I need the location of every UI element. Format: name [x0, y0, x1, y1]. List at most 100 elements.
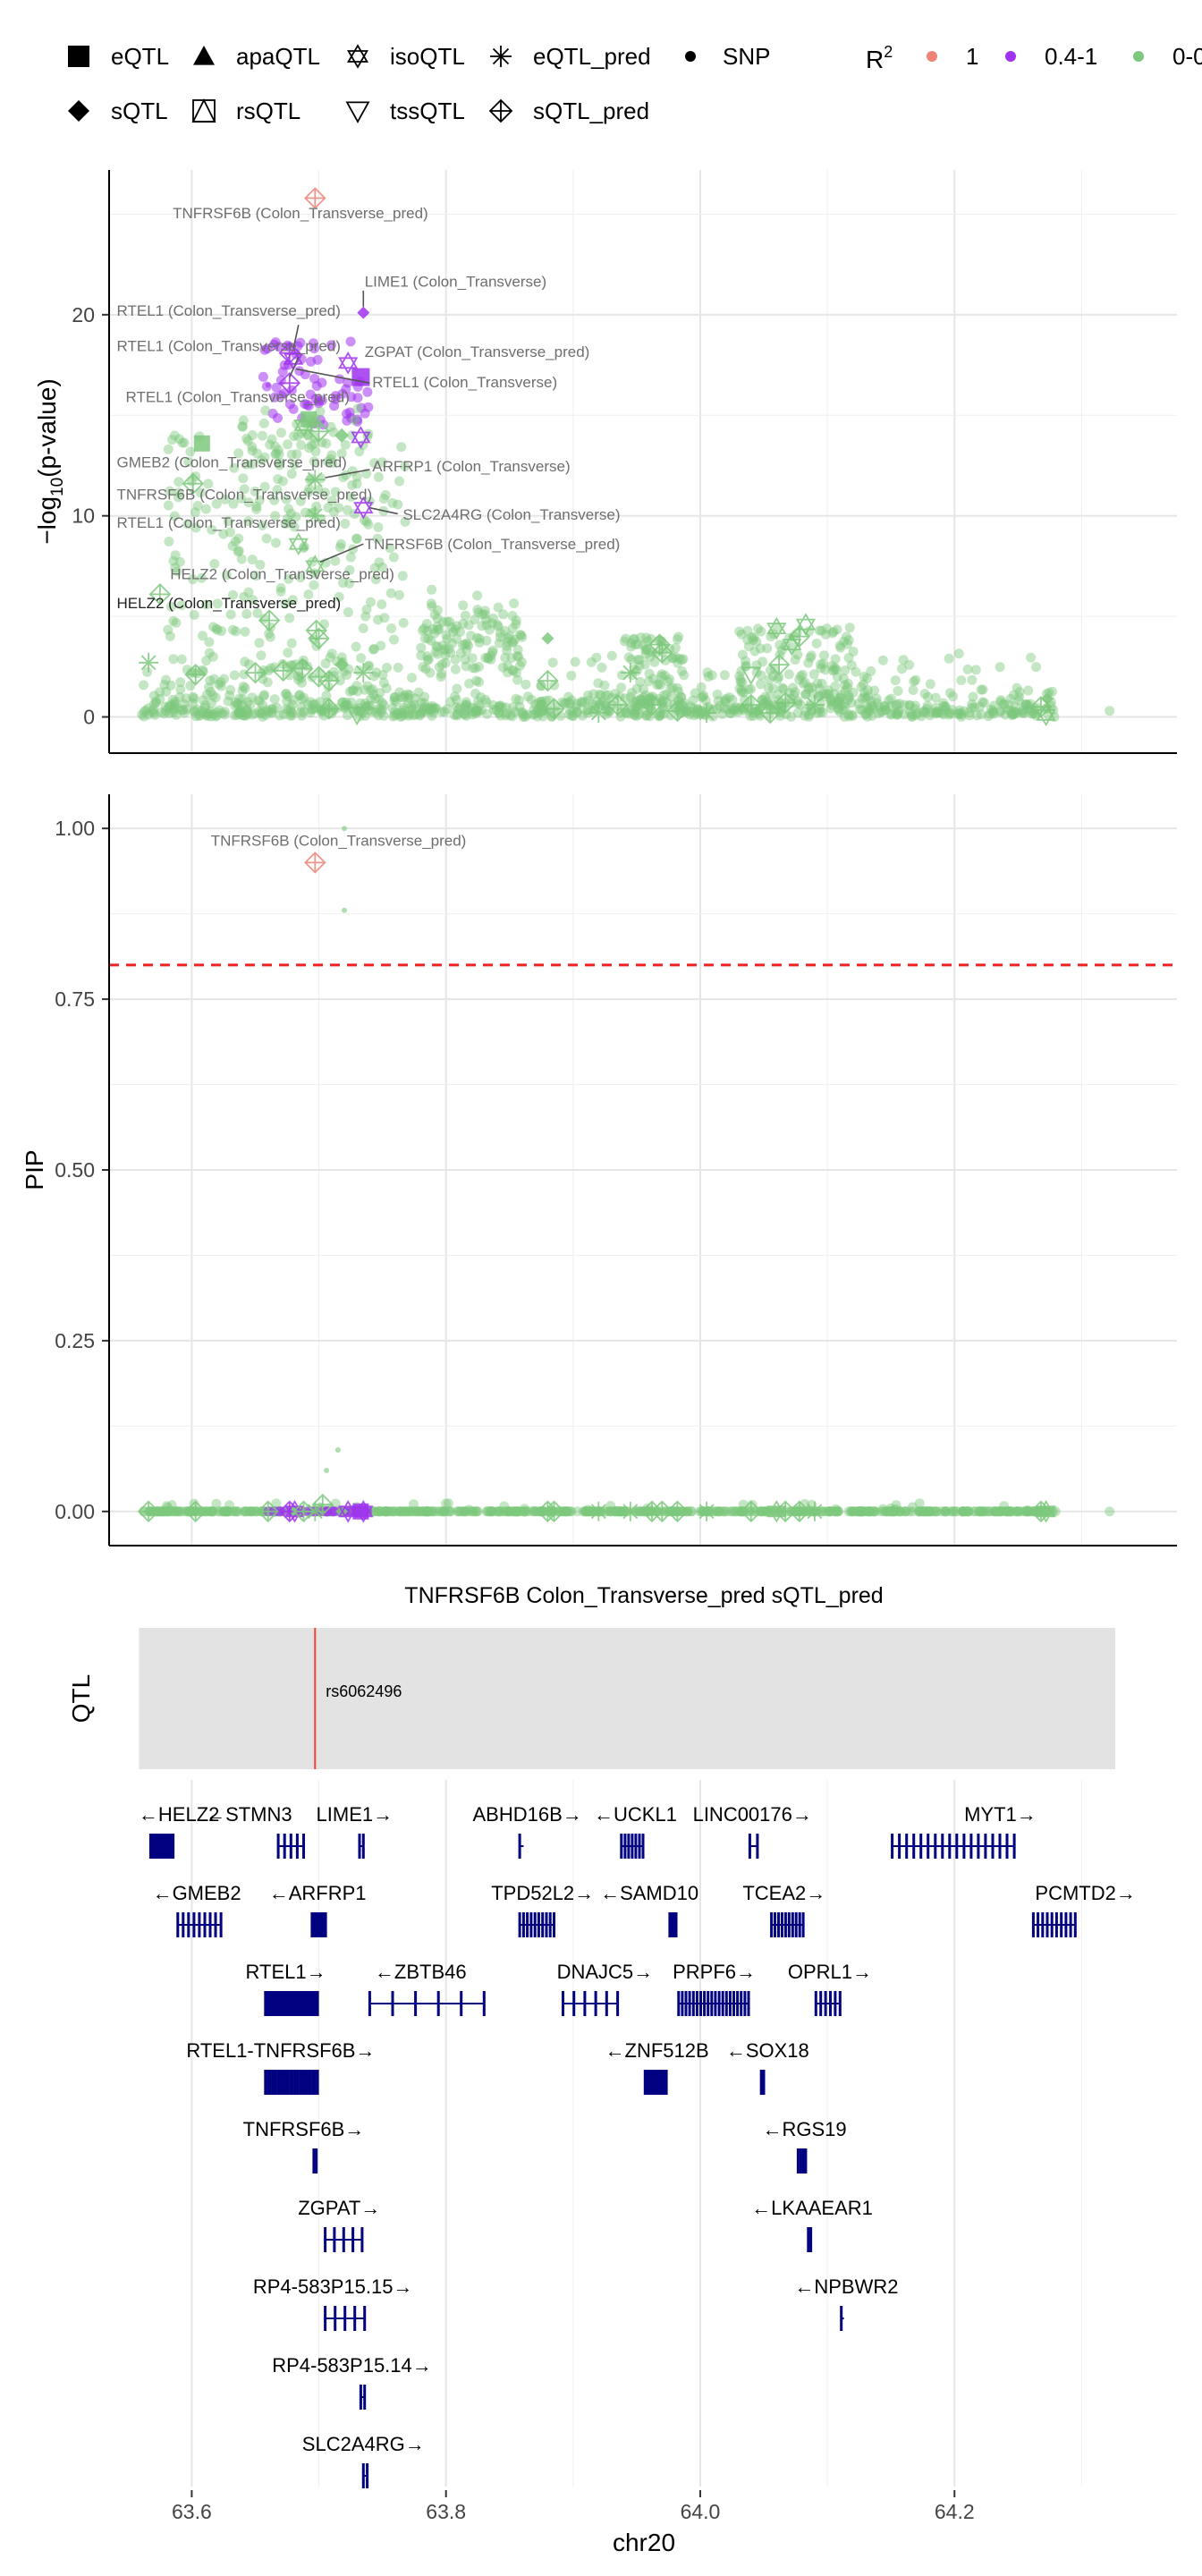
- snp-dot: [956, 709, 967, 720]
- snp-dot: [458, 708, 469, 719]
- legend-r2-item: 1: [927, 43, 978, 70]
- snp-dot: [861, 701, 872, 712]
- snp-dot: [892, 709, 902, 720]
- qtl-point-square: [351, 368, 370, 386]
- gene-model: ←LKAAEAR1: [751, 2197, 873, 2252]
- snp-dot: [840, 685, 851, 696]
- snp-dot: [189, 706, 199, 716]
- snp-dot: [848, 647, 859, 657]
- snp-dot: [375, 703, 385, 714]
- snp-dot: [834, 640, 845, 651]
- snp-dot: [165, 601, 176, 612]
- qtl-point-asterisk-spoke: [307, 508, 323, 524]
- snp-dot: [978, 684, 988, 695]
- snp-dot: [528, 709, 538, 720]
- snp-dot: [409, 699, 419, 710]
- snp-dot: [969, 1506, 979, 1517]
- qtl-point-dot: [334, 1447, 341, 1453]
- snp-dot: [812, 678, 823, 689]
- snp-dot: [416, 642, 427, 653]
- snp-dot: [509, 598, 520, 609]
- gene-exon: [187, 1912, 190, 1937]
- snp-dot: [1007, 1506, 1018, 1517]
- snp-dot: [424, 704, 435, 715]
- snp-dot: [385, 543, 395, 554]
- legend-item-eqtl: eQTL: [68, 43, 169, 70]
- snp-dot: [378, 1506, 389, 1517]
- qtl-point-star-of-david: [351, 426, 371, 449]
- snp-dot: [833, 696, 843, 707]
- snp-dot: [564, 697, 575, 708]
- snp-dot: [954, 705, 965, 716]
- snp-dot: [735, 1506, 745, 1517]
- snp-dot: [229, 710, 240, 721]
- snp-dot: [461, 638, 472, 648]
- gene-exon: [198, 1912, 201, 1937]
- legend-item-eqtl-pred: eQTL_pred: [490, 43, 651, 70]
- snp-dot: [378, 494, 389, 504]
- qtl-point-star-of-david-down: [288, 538, 309, 555]
- snp-dot: [825, 1506, 835, 1517]
- snp-dot: [351, 479, 362, 489]
- gene-exon: [268, 2070, 272, 2095]
- snp-dot: [631, 700, 642, 711]
- snp-dot: [289, 459, 300, 470]
- snp-dot: [634, 655, 645, 665]
- snp-dot: [1022, 1506, 1033, 1517]
- snp-dot: [698, 691, 708, 702]
- gene-exon: [266, 1991, 269, 2016]
- snp-dot: [716, 1506, 727, 1517]
- gene-exon: [623, 1834, 627, 1859]
- gene-exon: [324, 2306, 327, 2331]
- gene-exon: [316, 2070, 319, 2095]
- snp-dot: [201, 690, 212, 700]
- snp-dot: [421, 703, 432, 714]
- gene-exon: [293, 1991, 297, 2016]
- snp-dot: [522, 709, 532, 720]
- snp-dot: [139, 707, 149, 717]
- snp-dot: [287, 595, 298, 606]
- snp-dot: [179, 699, 190, 709]
- snp-dot: [534, 708, 545, 717]
- snp-dot: [296, 707, 307, 717]
- gene-exon: [271, 2070, 275, 2095]
- snp-dot: [421, 1506, 432, 1517]
- snp-dot: [480, 614, 491, 625]
- snp-dot: [334, 374, 345, 385]
- snp-dot: [1003, 699, 1014, 710]
- snp-dot: [876, 1506, 886, 1517]
- snp-dot: [394, 1506, 405, 1517]
- snp-dot: [790, 655, 800, 665]
- snp-dot: [756, 626, 766, 637]
- snp-dot: [792, 649, 803, 660]
- gene-exon: [620, 1834, 623, 1859]
- snp-dot: [284, 399, 295, 410]
- snp-dot: [749, 646, 760, 657]
- snp-dot: [381, 683, 392, 693]
- snp-dot: [389, 710, 400, 721]
- point-label: LIME1 (Colon_Transverse): [365, 273, 546, 290]
- snp-dot: [940, 1506, 951, 1517]
- snp-dot: [1004, 1506, 1015, 1517]
- qtl-point-star-of-david-down: [766, 623, 787, 640]
- snp-dot: [407, 704, 418, 715]
- snp-dot: [162, 1501, 172, 1512]
- gene-exon: [363, 2306, 367, 2331]
- snp-dot: [846, 709, 857, 720]
- snp-dot: [241, 1506, 252, 1517]
- snp-dot: [289, 431, 299, 442]
- snp-dot: [848, 687, 859, 698]
- snp-dot: [202, 1506, 213, 1517]
- gene-exon: [276, 1834, 280, 1859]
- snp-dot: [465, 1506, 476, 1517]
- snp-dot: [210, 711, 221, 722]
- snp-dot: [205, 675, 216, 686]
- gene-exon: [291, 1991, 294, 2016]
- snp-dot: [892, 699, 902, 710]
- snp-dot: [246, 1506, 257, 1517]
- snp-dot: [806, 704, 817, 715]
- snp-dot: [887, 1506, 898, 1517]
- snp-dot: [676, 655, 687, 665]
- snp-dot: [376, 1506, 386, 1517]
- snp-dot: [1026, 652, 1037, 663]
